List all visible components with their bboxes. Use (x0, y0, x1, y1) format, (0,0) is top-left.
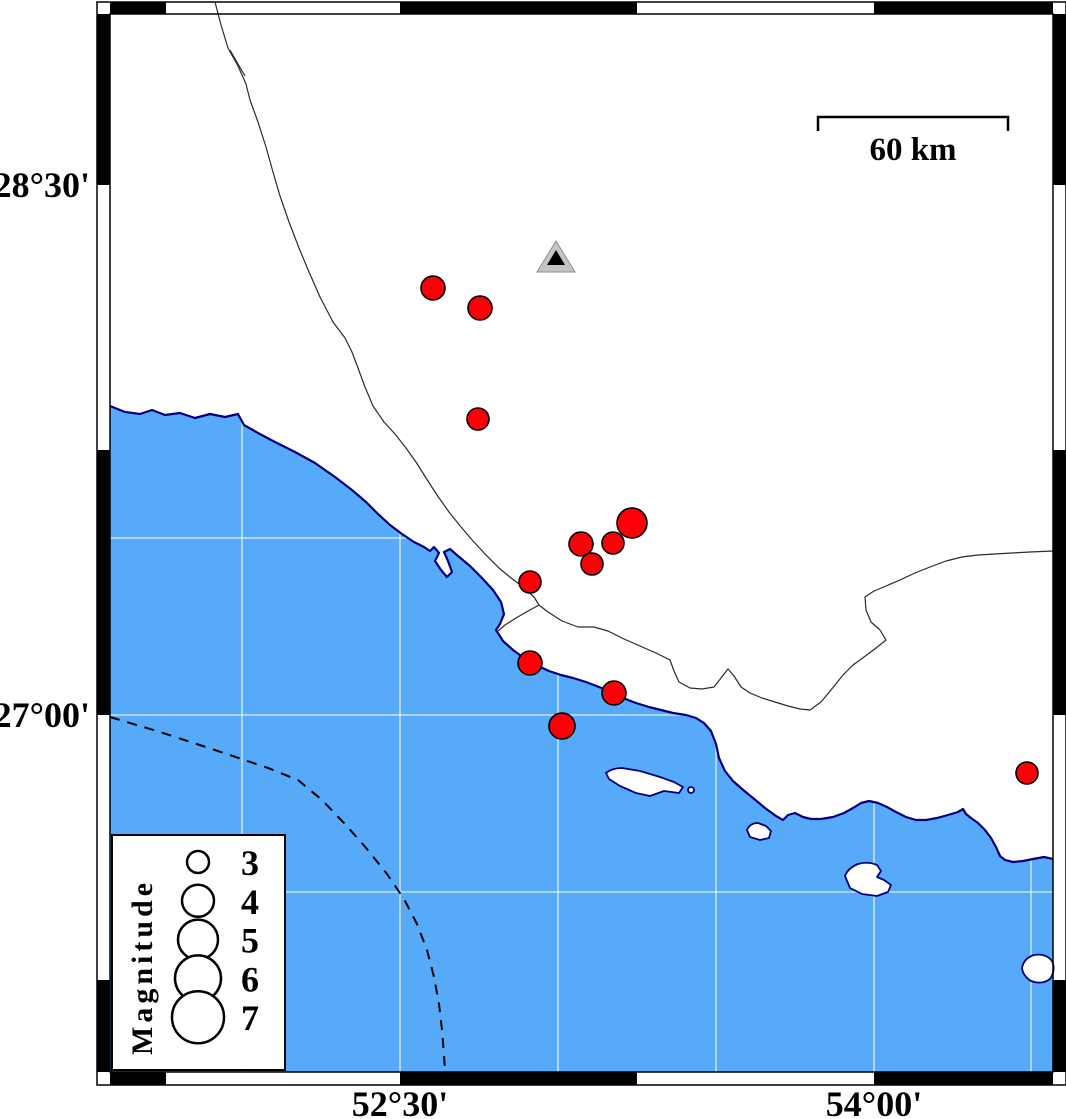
island-small (746, 822, 772, 841)
earthquake-marker (518, 570, 542, 594)
maritime-boundary-dashed-line (109, 716, 446, 1073)
earthquake-marker (548, 712, 576, 740)
island-southeast (1021, 953, 1055, 984)
river-branch-to-coast (497, 604, 540, 632)
scale-bar: 60 km (816, 115, 1010, 168)
earthquake-marker (517, 650, 543, 676)
legend-size-label: 5 (241, 921, 259, 961)
legend-size-circle (180, 883, 216, 919)
earthquake-marker (568, 531, 594, 557)
earthquake-marker (616, 507, 648, 539)
legend-size-label: 3 (241, 843, 259, 883)
earthquake-marker (601, 680, 627, 706)
earthquake-layer (420, 275, 1039, 785)
river-fork-detail (229, 49, 246, 77)
legend-size-circle (170, 989, 226, 1045)
island-round (844, 861, 892, 897)
lat-label-2700: 27°00' (0, 695, 90, 735)
river-north (214, 1, 540, 606)
station-triangle-icon (536, 240, 576, 273)
sea-fill (110, 406, 1053, 1072)
legend-size-label: 4 (241, 882, 259, 922)
scale-bar-label: 60 km (869, 132, 956, 168)
earthquake-marker (420, 275, 446, 301)
legend-size-circle (176, 918, 220, 961)
river-east (538, 550, 1054, 711)
earthquake-marker (467, 295, 493, 321)
legend-title: Magnitude (126, 879, 159, 1055)
island-long (605, 767, 684, 797)
legend-size-label: 7 (241, 998, 259, 1038)
earthquake-marker (466, 407, 490, 431)
earthquake-marker (1015, 761, 1039, 785)
map-frame (96, 1, 1066, 1086)
lon-label-5400: 54°00' (826, 1084, 922, 1119)
legend-size-circle (185, 849, 211, 875)
lat-label-2830: 28°30' (0, 165, 90, 205)
island-islet (687, 786, 695, 794)
legend-size-label: 6 (241, 959, 259, 999)
earthquake-marker (580, 552, 604, 576)
lon-label-5230: 52°30' (352, 1084, 448, 1119)
earthquake-marker (601, 531, 625, 555)
